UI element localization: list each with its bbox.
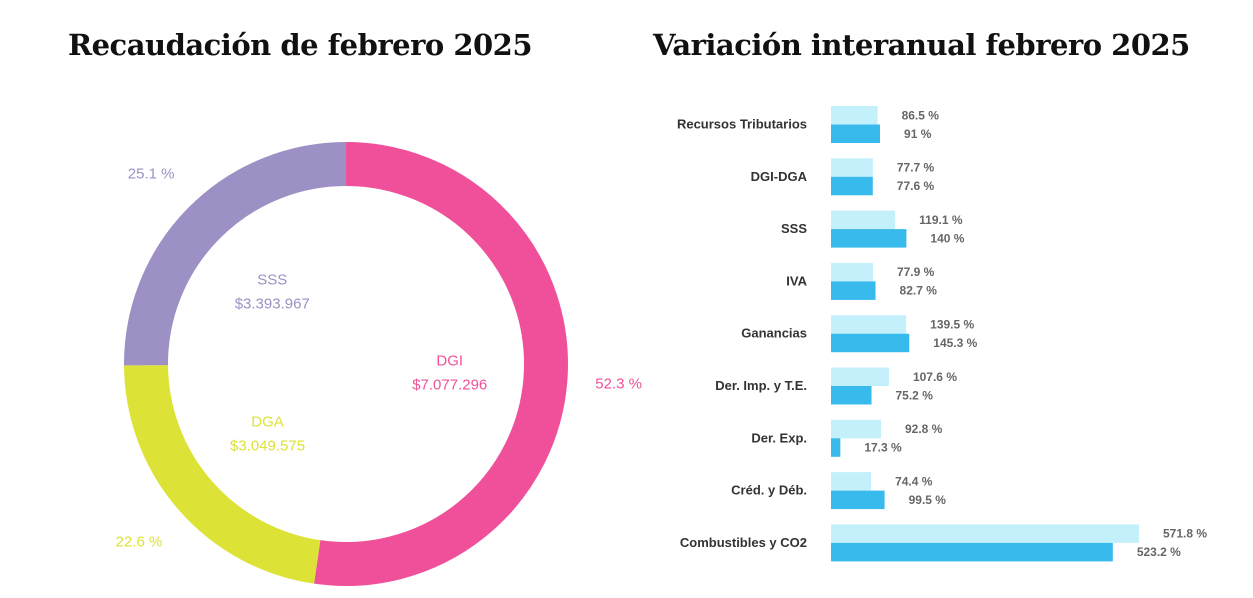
bar-recursos-tributarios-series-2 xyxy=(831,124,881,143)
bar-ganancias-series-1 xyxy=(831,315,907,334)
bar-value-iva-series-1: 77.9 % xyxy=(897,265,935,279)
bar-value-dgi-dga-series-1: 77.7 % xyxy=(897,161,935,175)
bar-value-recursos-tributarios-series-1: 86.5 % xyxy=(902,108,940,122)
bar-combustibles-y-co2-series-2 xyxy=(831,542,1113,562)
bar-recursos-tributarios-series-1 xyxy=(831,106,878,125)
bar-value-combustibles-y-co2-series-1: 571.8 % xyxy=(1163,527,1207,541)
bar-value-combustibles-y-co2-series-2: 523.2 % xyxy=(1137,545,1181,559)
bar-value-cred-y-deb-series-2: 99.5 % xyxy=(909,493,947,507)
bar-value-ganancias-series-2: 145.3 % xyxy=(933,336,977,350)
category-label-cred-y-deb: Créd. y Déb. xyxy=(731,483,807,498)
bar-value-dgi-dga-series-2: 77.6 % xyxy=(897,179,935,193)
bar-der-exp-series-2 xyxy=(831,438,841,457)
bar-value-sss-series-2: 140 % xyxy=(930,231,964,245)
donut-slice-dgi xyxy=(314,142,568,586)
bar-sss-series-2 xyxy=(831,229,907,248)
bar-value-iva-series-2: 82.7 % xyxy=(900,284,938,298)
slice-percent-dga: 22.6 % xyxy=(116,533,163,550)
category-label-iva: IVA xyxy=(786,273,807,288)
bar-value-recursos-tributarios-series-2: 91 % xyxy=(904,127,932,141)
bar-dgi-dga-series-2 xyxy=(831,176,873,196)
bar-value-der-imp-y-t-e-series-2: 75.2 % xyxy=(896,388,934,402)
bar-value-der-imp-y-t-e-series-1: 107.6 % xyxy=(913,370,957,384)
slice-percent-sss: 25.1 % xyxy=(128,166,175,183)
donut-chart-title: Recaudación de febrero 2025 xyxy=(68,28,533,62)
bar-der-imp-y-t-e-series-2 xyxy=(831,386,872,405)
slice-name-dgi: DGI xyxy=(436,353,463,370)
category-label-ganancias: Ganancias xyxy=(741,326,807,341)
slice-value-dga: $3.049.575 xyxy=(230,437,305,454)
slice-value-sss: $3.393.967 xyxy=(235,296,310,313)
category-label-der-exp: Der. Exp. xyxy=(751,430,807,445)
bar-combustibles-y-co2-series-1 xyxy=(831,524,1139,543)
category-label-combustibles-y-co2: Combustibles y CO2 xyxy=(680,535,807,550)
category-label-sss: SSS xyxy=(781,221,807,236)
slice-value-dgi: $7.077.296 xyxy=(412,377,487,394)
category-label-recursos-tributarios: Recursos Tributarios xyxy=(677,117,807,132)
bar-value-sss-series-1: 119.1 % xyxy=(919,213,963,227)
category-label-der-imp-y-t-e: Der. Imp. y T.E. xyxy=(715,378,807,393)
bar-iva-series-2 xyxy=(831,281,876,300)
bar-der-exp-series-1 xyxy=(831,419,881,439)
bar-value-cred-y-deb-series-1: 74.4 % xyxy=(895,474,933,488)
bar-dgi-dga-series-1 xyxy=(831,158,873,177)
category-label-dgi-dga: DGI-DGA xyxy=(751,169,808,184)
slice-name-sss: SSS xyxy=(257,272,287,289)
bar-iva-series-1 xyxy=(831,262,873,282)
bar-sss-series-1 xyxy=(831,210,896,230)
bar-cred-y-deb-series-1 xyxy=(831,472,872,491)
bar-value-der-exp-series-2: 17.3 % xyxy=(864,441,902,455)
donut-chart: DGI $7.077.296 52.3 % DGA $3.049.575 22.6 % SS… xyxy=(116,142,642,586)
donut-slice-dga xyxy=(124,364,321,584)
bar-value-der-exp-series-1: 92.8 % xyxy=(905,422,943,436)
bar-value-ganancias-series-1: 139.5 % xyxy=(930,317,974,331)
donut-slice-sss xyxy=(124,142,347,366)
bar-chart-title: Variación interanual febrero 2025 xyxy=(653,28,1190,62)
bar-cred-y-deb-series-2 xyxy=(831,490,885,510)
slice-percent-dgi: 52.3 % xyxy=(595,375,642,392)
bar-chart: Recursos Tributarios 86.5 % 91 % DGI-DGA 77.… xyxy=(677,106,1207,562)
bar-ganancias-series-2 xyxy=(831,333,910,353)
bar-der-imp-y-t-e-series-1 xyxy=(831,367,889,386)
slice-name-dga: DGA xyxy=(251,413,284,430)
